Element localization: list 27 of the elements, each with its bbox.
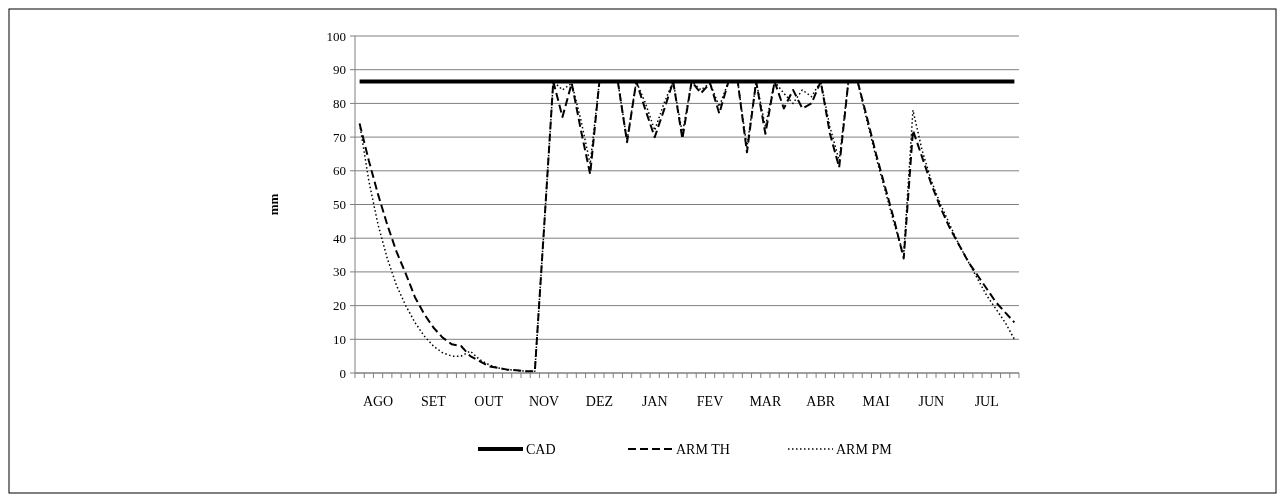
y-axis-title: mm	[266, 193, 281, 216]
y-tick-label: 40	[333, 230, 346, 246]
x-tick-label: ABR	[806, 394, 836, 409]
y-tick-label: 100	[326, 28, 346, 44]
y-tick-label: 20	[333, 298, 346, 314]
x-tick-label: NOV	[528, 394, 560, 409]
x-tick-label: JAN	[641, 394, 668, 409]
y-tick-label: 80	[333, 95, 346, 111]
y-tick-label: 70	[333, 129, 346, 145]
x-tick-label: SET	[420, 394, 447, 409]
x-tick-label: JUL	[974, 394, 999, 409]
x-tick-label: MAR	[749, 394, 782, 409]
y-tick-label: 50	[333, 197, 346, 213]
x-tick-label: DEZ	[585, 394, 613, 409]
y-tick-label: 30	[333, 264, 346, 280]
y-tick-label: 60	[333, 163, 346, 179]
x-tick-label: JUN	[918, 394, 945, 409]
legend-label: CAD	[526, 441, 556, 457]
x-tick-label: AGO	[362, 394, 394, 409]
y-tick-label: 10	[333, 331, 346, 347]
x-tick-label: MAI	[862, 394, 890, 409]
x-tick-label: FEV	[696, 394, 724, 409]
legend-label: ARM PM	[836, 441, 893, 457]
y-tick-label: 0	[339, 365, 346, 381]
legend-label: ARM TH	[676, 441, 730, 457]
x-tick-label: OUT	[474, 394, 504, 409]
y-tick-label: 90	[333, 62, 346, 78]
